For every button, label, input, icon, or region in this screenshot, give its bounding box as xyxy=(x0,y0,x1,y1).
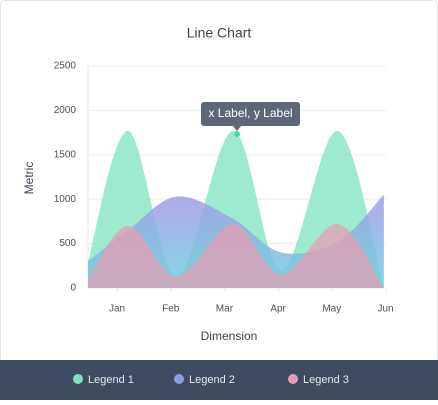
plot-area: 0 500 1000 1500 2000 2500 Jan Feb Mar Apr May Jun xyxy=(54,61,394,315)
x-tick-label: Jun xyxy=(377,304,393,315)
y-tick-label: 0 xyxy=(70,283,76,294)
legend-swatch xyxy=(174,374,184,384)
tooltip-dot xyxy=(234,131,240,137)
legend-swatch xyxy=(73,374,83,384)
y-tick-label: 1000 xyxy=(54,194,77,205)
legend-swatch xyxy=(288,374,298,384)
chart-title: Line Chart xyxy=(187,25,252,41)
x-tick-label: Apr xyxy=(270,304,286,315)
legend-label: Legend 1 xyxy=(88,374,134,386)
y-tick-label: 2000 xyxy=(54,105,77,116)
x-tick-label: Jan xyxy=(109,304,125,315)
y-tick-label: 500 xyxy=(59,238,76,249)
y-tick-label: 1500 xyxy=(54,149,77,160)
tooltip-text: x Label, y Label xyxy=(208,106,292,120)
y-axis-label: Metric xyxy=(22,162,36,195)
tooltip: x Label, y Label xyxy=(201,102,300,137)
x-axis-label: Dimension xyxy=(201,329,258,343)
x-tick-label: Mar xyxy=(216,304,234,315)
tooltip-arrow xyxy=(233,126,241,131)
legend: Legend 1 Legend 2 Legend 3 xyxy=(73,374,349,386)
legend-label: Legend 3 xyxy=(303,374,349,386)
x-tick-label: Feb xyxy=(162,304,180,315)
area xyxy=(88,223,384,288)
x-tick-label: May xyxy=(322,304,341,315)
tooltip-box xyxy=(201,102,300,126)
y-tick-label: 2500 xyxy=(54,61,77,72)
legend-label: Legend 2 xyxy=(189,374,235,386)
legend-bar xyxy=(0,360,438,400)
